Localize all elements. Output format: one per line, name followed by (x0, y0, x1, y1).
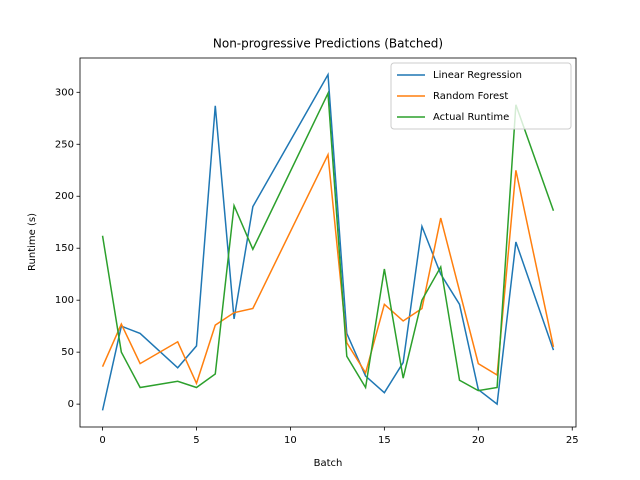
y-axis-label: Runtime (s) (27, 213, 38, 271)
y-tick-label: 100 (55, 295, 74, 306)
y-tick-label: 200 (55, 191, 74, 202)
x-tick-label: 25 (566, 435, 579, 446)
legend-label: Linear Regression (433, 70, 522, 81)
legend-box (390, 62, 572, 130)
legend-label: Actual Runtime (433, 112, 509, 123)
y-tick-label: 50 (61, 347, 74, 358)
plot-frame (79, 57, 577, 428)
y-tick-label: 0 (68, 399, 74, 410)
legend-label: Random Forest (433, 91, 508, 102)
x-tick-label: 10 (284, 435, 297, 446)
x-axis-label: Batch (314, 458, 343, 469)
y-tick-label: 250 (55, 139, 74, 150)
x-tick-label: 15 (378, 435, 391, 446)
series-line (101, 151, 555, 386)
series-line (101, 72, 555, 411)
x-tick-label: 20 (472, 435, 485, 446)
y-tick-label: 150 (55, 243, 74, 254)
x-tick-label: 0 (99, 435, 105, 446)
series-line (101, 90, 555, 392)
y-tick-label: 300 (55, 87, 74, 98)
chart-title: Non-progressive Predictions (Batched) (213, 37, 443, 51)
x-tick-label: 5 (193, 435, 199, 446)
